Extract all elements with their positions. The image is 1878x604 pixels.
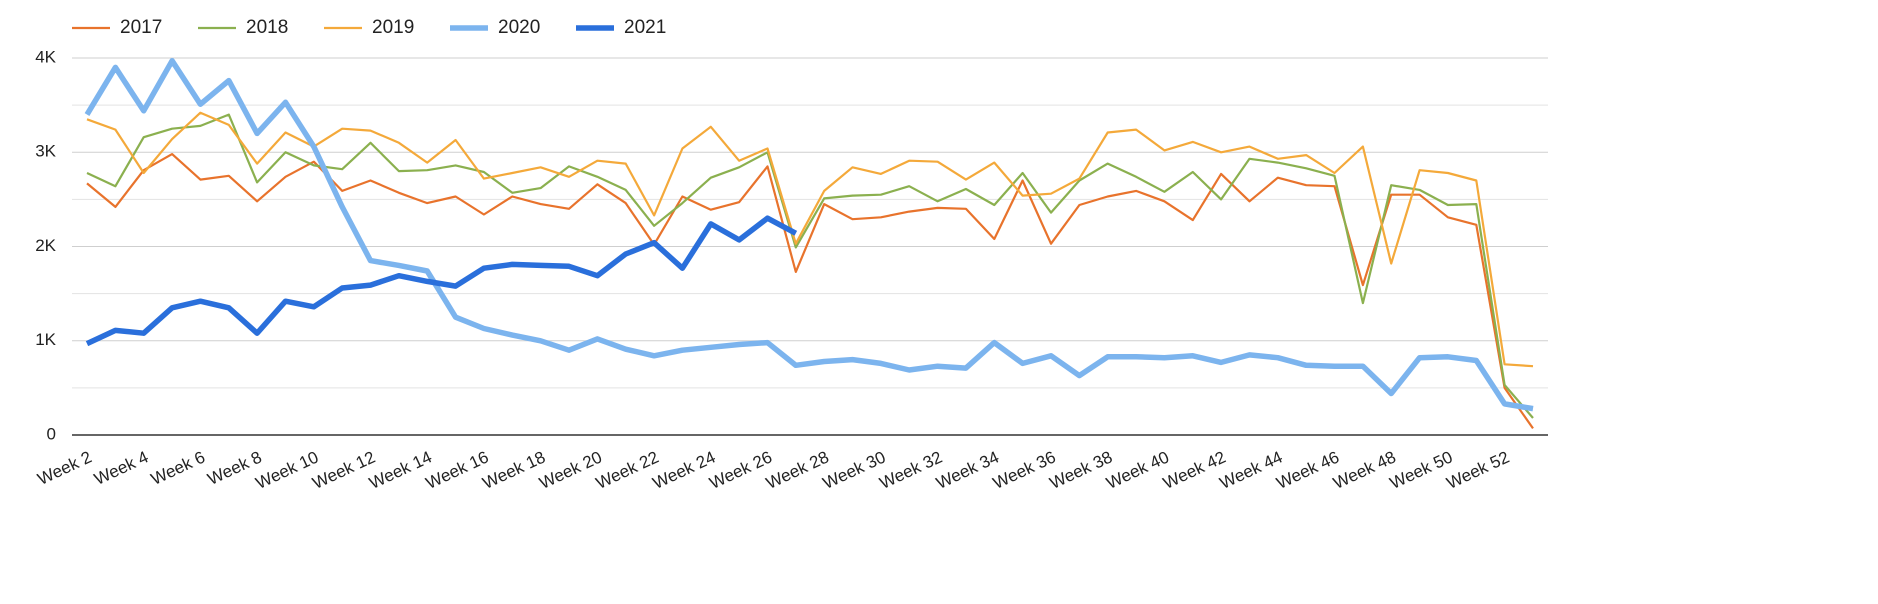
x-tick-label: Week 4 [91, 447, 151, 488]
legend-label: 2018 [246, 17, 288, 38]
x-tick-label: Week 40 [1103, 447, 1172, 492]
legend-label: 2019 [372, 17, 414, 38]
x-tick-label: Week 46 [1274, 447, 1343, 492]
x-tick-label: Week 50 [1387, 447, 1456, 492]
x-tick-label: Week 44 [1217, 447, 1286, 492]
x-tick-label: Week 6 [148, 447, 208, 488]
x-tick-label: Week 16 [423, 447, 492, 492]
x-tick-label: Week 48 [1330, 447, 1399, 492]
x-tick-label: Week 28 [763, 447, 832, 492]
series-line [86, 111, 1534, 368]
x-tick-label: Week 38 [1047, 447, 1116, 492]
y-tick-label: 1K [35, 330, 56, 349]
x-tick-label: Week 36 [990, 447, 1059, 492]
x-tick-label: Week 10 [253, 447, 322, 492]
legend-label: 2021 [624, 17, 666, 38]
x-tick-label: Week 24 [650, 447, 719, 492]
x-tick-label: Week 34 [933, 447, 1002, 492]
x-tick-label: Week 18 [480, 447, 549, 492]
series-line [84, 58, 1534, 412]
x-tick-label: Week 20 [536, 447, 605, 492]
x-tick-label: Week 14 [366, 447, 435, 492]
y-tick-label: 3K [35, 142, 56, 161]
x-tick-label: Week 2 [35, 447, 95, 488]
x-tick-label: Week 12 [310, 447, 379, 492]
x-tick-label: Week 30 [820, 447, 889, 492]
legend-label: 2020 [498, 17, 540, 38]
y-tick-label: 0 [47, 424, 56, 443]
x-tick-label: Week 52 [1444, 447, 1513, 492]
y-tick-label: 2K [35, 236, 56, 255]
legend-label: 2017 [120, 17, 162, 38]
series-line [86, 153, 1534, 430]
x-tick-label: Week 32 [877, 447, 946, 492]
x-tick-label: Week 42 [1160, 447, 1229, 492]
x-tick-label: Week 22 [593, 447, 662, 492]
x-tick-label: Week 26 [707, 447, 776, 492]
series-line [85, 215, 798, 347]
y-tick-label: 4K [35, 47, 56, 66]
series-line [86, 113, 1534, 419]
